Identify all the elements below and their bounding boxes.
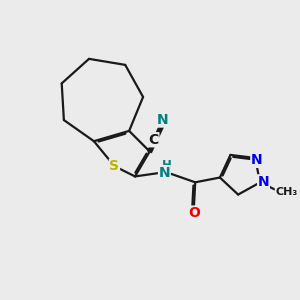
Text: H: H [161, 159, 171, 172]
Text: N: N [251, 153, 262, 167]
Text: CH₃: CH₃ [275, 187, 298, 197]
Text: O: O [188, 206, 200, 220]
Text: N: N [159, 166, 170, 180]
Text: C: C [148, 133, 159, 147]
Text: N: N [258, 175, 269, 189]
Text: S: S [110, 159, 119, 173]
Text: N: N [157, 113, 169, 127]
